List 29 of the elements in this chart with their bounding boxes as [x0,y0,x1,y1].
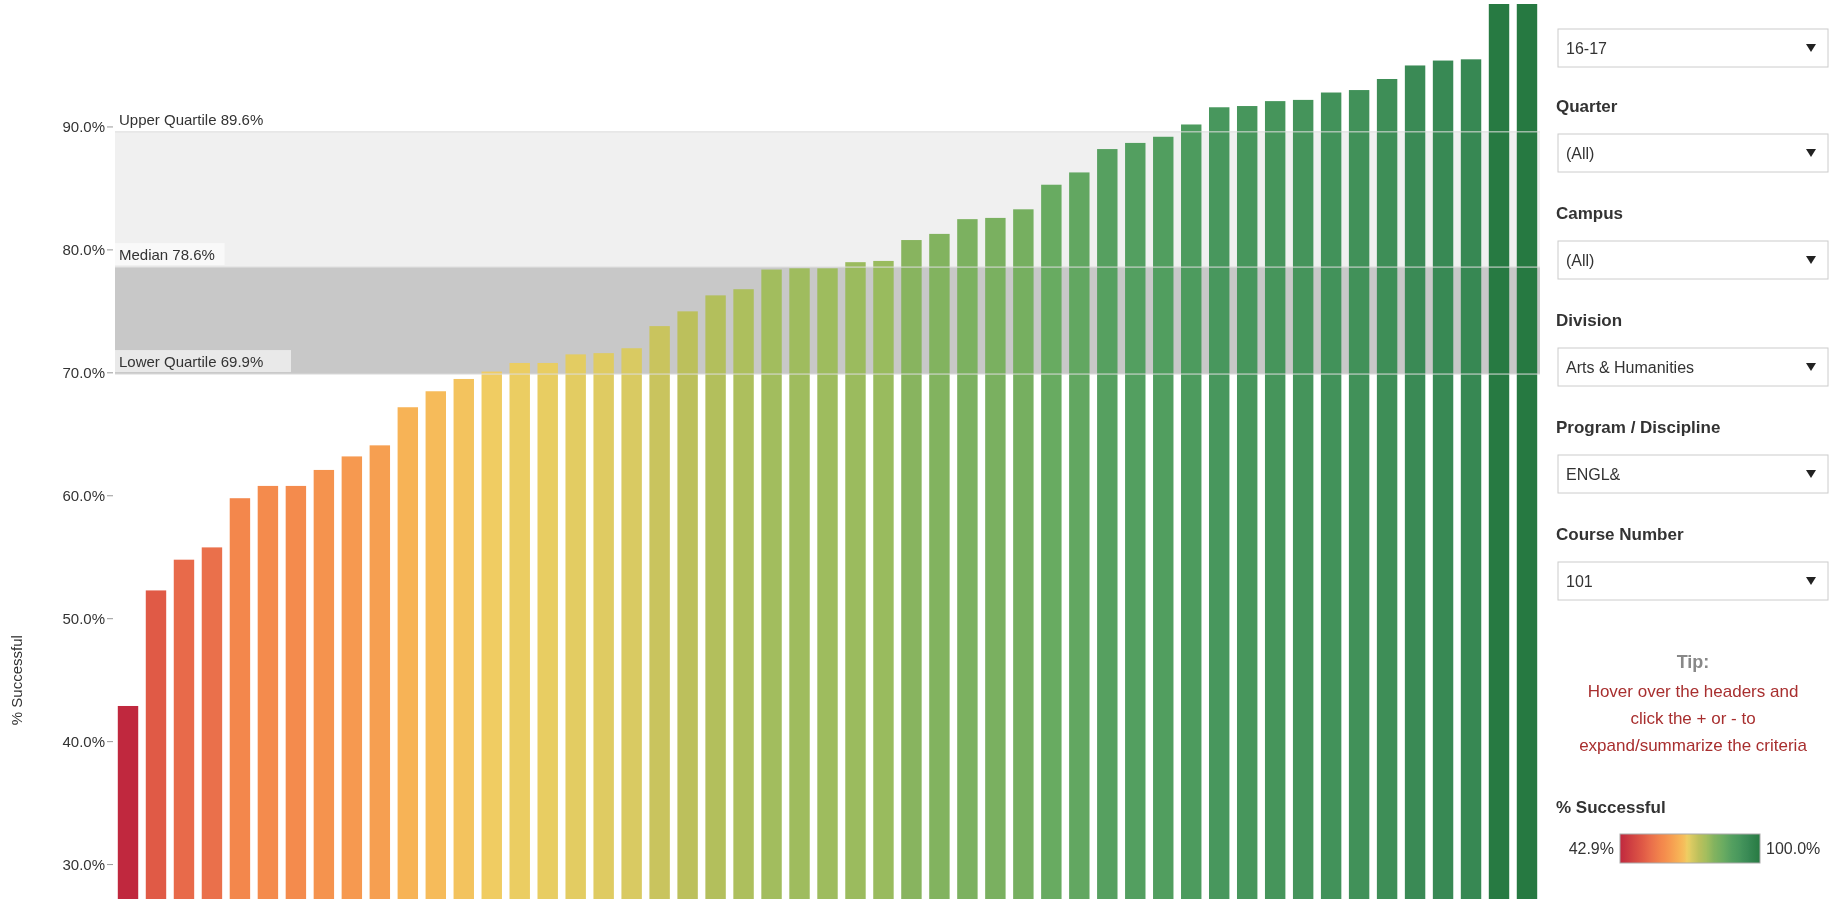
text: Course Number [1556,525,1684,544]
y-axis-title: % Successful [8,635,25,726]
text: Quarter [1556,97,1618,116]
text: Program / Discipline [1556,418,1721,437]
color-bar-label: 42.9% [1568,840,1614,858]
dropdown-field: Arts & Humanities [1557,347,1829,387]
y-tick-label: 30.0% [62,855,105,873]
y-tick-label: 80.0% [62,241,105,259]
color-bar-title: % Successful [1556,798,1666,817]
ref-line-label: Lower Quartile 69.9% [119,353,264,371]
text: Campus [1556,204,1624,223]
text: Tip: [1676,652,1710,672]
ref-line-label: Median 78.6% [119,246,215,264]
y-tick-label: 40.0% [62,732,105,750]
text: click the + or - to [1630,709,1756,728]
ref-line-label: Upper Quartile 89.6% [119,110,264,128]
y-tick-label: 60.0% [62,487,105,505]
dropdown-field: 16-17 [1557,28,1829,68]
text: Hover over the headers and [1587,682,1799,701]
y-tick-label: 70.0% [62,364,105,382]
text: Division [1556,311,1623,330]
dropdown-field: 101 [1557,561,1829,601]
dropdown-field: ENGL& [1557,454,1829,494]
dropdown-field: (All) [1557,240,1829,280]
dropdown-field: (All) [1557,133,1829,173]
y-tick-label: 90.0% [62,118,105,136]
color-bar-label: 100.0% [1766,840,1821,858]
text: expand/summarize the criteria [1579,736,1808,755]
y-tick-label: 50.0% [62,609,105,627]
